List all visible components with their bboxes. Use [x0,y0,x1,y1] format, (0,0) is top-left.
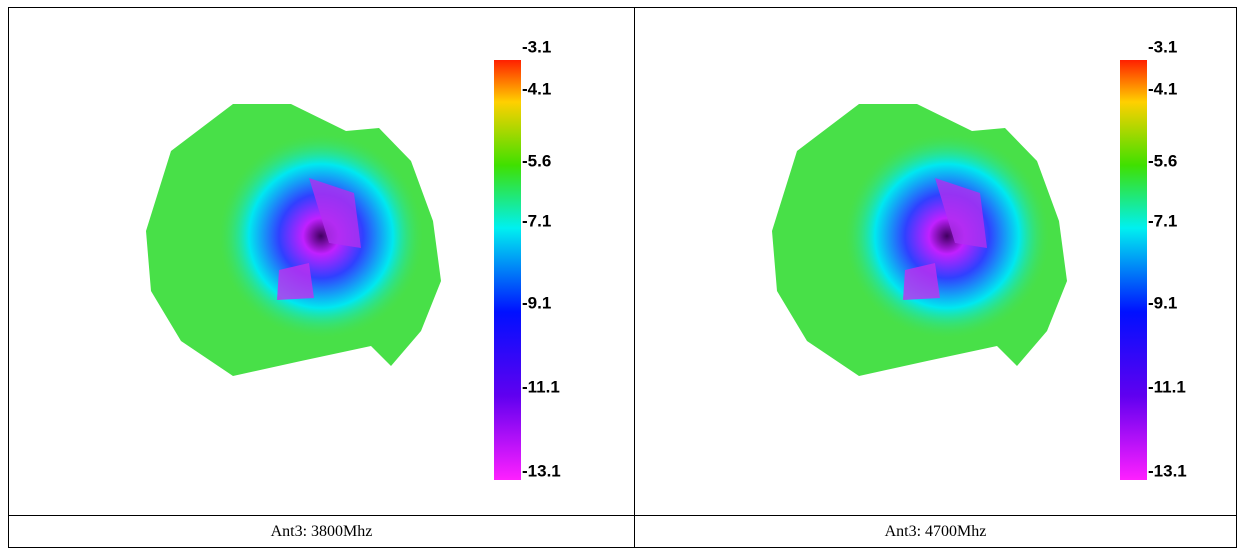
colorbar-label: -4.1 [1148,79,1177,98]
radiation-pattern [772,104,1067,376]
pattern-image: -3.1 -4.1 -5.6 -7.1 -9.1 -11.1 -13.1 [146,37,561,480]
colorbar [494,60,521,480]
caption: Ant3: 4700Mhz [884,523,987,540]
colorbar-label: -13.1 [522,461,561,480]
colorbar-label: -4.1 [522,79,551,98]
divider [9,515,1236,516]
colorbar-label: -9.1 [522,293,551,312]
colorbar-label: -3.1 [1148,37,1177,56]
colorbar-label: -5.6 [522,151,551,170]
radiation-pattern [146,104,441,376]
colorbar-label: -7.1 [522,211,551,230]
colorbar-label: -5.6 [1148,151,1177,170]
colorbar [1120,60,1147,480]
colorbar-label: -11.1 [522,377,560,396]
table: -3.1 -4.1 -5.6 -7.1 -9.1 -11.1 -13.1 Ant3: 3800… [8,7,1237,548]
caption: Ant3: 3800Mhz [270,523,373,540]
colorbar-label: -9.1 [1148,293,1177,312]
divider [634,8,635,547]
colorbar-label: -13.1 [1148,461,1187,480]
colorbar-label: -11.1 [1148,377,1186,396]
colorbar-label: -7.1 [1148,211,1177,230]
pattern-image: -3.1 -4.1 -5.6 -7.1 -9.1 -11.1 -13.1 [772,37,1187,480]
colorbar-label: -3.1 [522,37,551,56]
